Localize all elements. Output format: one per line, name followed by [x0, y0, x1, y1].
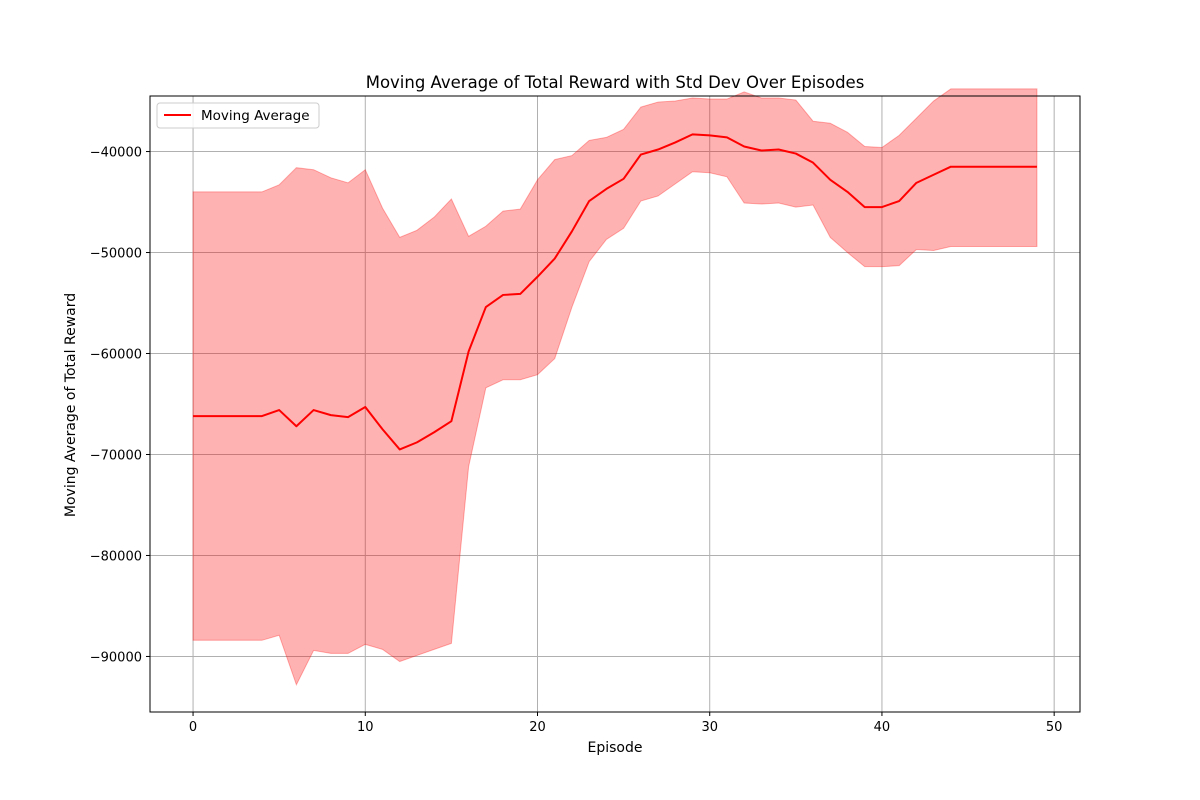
y-axis-title: Moving Average of Total Reward	[63, 293, 79, 517]
y-tick-label: −70000	[90, 448, 142, 463]
x-tick-label: 20	[529, 720, 546, 735]
x-tick-label: 30	[701, 720, 718, 735]
y-tick-label: −40000	[90, 146, 142, 161]
moving-average-line-layer	[193, 133, 1037, 451]
legend-label: Moving Average	[201, 108, 310, 124]
x-tick-label: 40	[874, 720, 891, 735]
y-tick-label: −60000	[90, 348, 142, 363]
grid	[150, 96, 1080, 712]
x-axis-title: Episode	[588, 740, 643, 756]
legend-box	[156, 102, 320, 129]
moving-average-line	[193, 133, 1037, 451]
chart-title: Moving Average of Total Reward with Std …	[366, 73, 865, 92]
x-tick-label: 50	[1046, 720, 1063, 735]
axis-ticks: 0 10 20 30 40 50 −90000 −80000 −70000 −60000 −5000…	[90, 146, 1063, 735]
std-dev-band	[192, 88, 1038, 687]
y-tick-label: −80000	[90, 549, 142, 564]
legend: Moving Average	[156, 102, 320, 129]
std-dev-band-layer	[192, 88, 1038, 687]
y-tick-label: −90000	[90, 650, 142, 665]
x-tick-label: 0	[189, 720, 197, 735]
y-tick-label: −50000	[90, 247, 142, 262]
plot-frame	[149, 95, 1081, 713]
x-tick-label: 10	[357, 720, 374, 735]
